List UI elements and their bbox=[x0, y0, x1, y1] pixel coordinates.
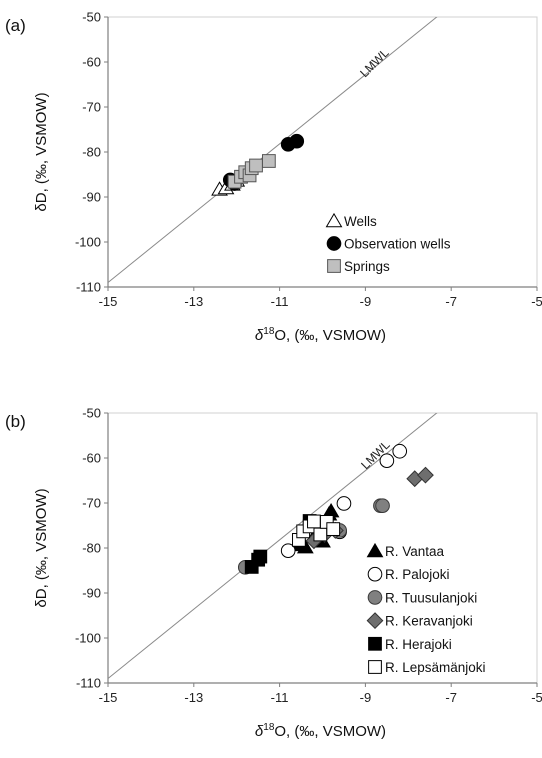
x-tick-label: -13 bbox=[184, 294, 203, 309]
y-tick-label: -110 bbox=[76, 676, 101, 691]
legend-label: R. Herajoki bbox=[385, 637, 452, 652]
legend-marker bbox=[366, 542, 384, 558]
series-springs bbox=[227, 154, 276, 189]
y-tick-label: -100 bbox=[75, 235, 101, 250]
legend-marker bbox=[326, 236, 342, 251]
y-tick-label: -70 bbox=[82, 496, 101, 511]
x-tick-label: -5 bbox=[531, 690, 542, 705]
y-tick-label: -70 bbox=[82, 100, 101, 115]
legend-marker bbox=[366, 612, 384, 630]
data-point bbox=[417, 466, 434, 484]
x-tick-label: -7 bbox=[445, 294, 457, 309]
legend-label: Springs bbox=[344, 259, 390, 274]
data-point bbox=[289, 133, 305, 149]
y-tick-label: -90 bbox=[82, 586, 101, 601]
y-tick-label: -100 bbox=[75, 631, 101, 646]
legend-label: R. Lepsämänjoki bbox=[385, 660, 486, 675]
data-point bbox=[253, 549, 268, 564]
x-axis-label-main: O, (‰, VSMOW) bbox=[274, 723, 386, 740]
data-point bbox=[261, 154, 276, 168]
x-axis-label-main: O, (‰, VSMOW) bbox=[274, 327, 386, 344]
y-tick-label: -90 bbox=[82, 190, 101, 205]
legend-marker bbox=[327, 259, 341, 273]
legend-marker bbox=[368, 660, 382, 674]
data-point bbox=[307, 514, 321, 529]
data-point bbox=[392, 443, 408, 459]
x-axis-label-prefix: δ bbox=[255, 327, 264, 344]
y-tick-label: -50 bbox=[82, 10, 101, 25]
y-tick-label: -60 bbox=[82, 55, 101, 70]
x-tick-label: -7 bbox=[445, 690, 457, 705]
y-tick-label: -80 bbox=[82, 145, 101, 160]
x-tick-label: -9 bbox=[360, 294, 372, 309]
legend-label: R. Palojoki bbox=[385, 567, 450, 582]
data-point bbox=[322, 502, 340, 518]
legend-label: Wells bbox=[344, 214, 377, 229]
lmwl-label: LMWL bbox=[357, 45, 392, 80]
x-axis-label: δ18O, (‰, VSMOW) bbox=[255, 722, 386, 740]
legend-label: R. Tuusulanjoki bbox=[385, 590, 477, 605]
y-axis-label: δD, (‰, VSMOW) bbox=[33, 488, 50, 607]
data-point bbox=[375, 498, 390, 514]
plot-area-border bbox=[107, 16, 538, 288]
legend-marker bbox=[367, 566, 383, 582]
legend: R. Vantaa R. Palojoki R. Tuusulanjoki R. Ke… bbox=[366, 542, 486, 675]
y-tick-label: -60 bbox=[82, 451, 101, 466]
data-point bbox=[326, 522, 341, 536]
y-tick-label: -80 bbox=[82, 541, 101, 556]
x-tick-label: -11 bbox=[271, 294, 289, 309]
legend-marker bbox=[325, 212, 343, 228]
legend: Wells Observation wells Springs bbox=[325, 212, 451, 274]
y-tick-label: -50 bbox=[82, 406, 101, 421]
plot-area-border bbox=[107, 412, 538, 684]
x-tick-label: -5 bbox=[531, 294, 542, 309]
x-tick-label: -11 bbox=[271, 690, 289, 705]
chart-panel-a: -50 -60 -70 -80 -90 -100 -110-15 -13 -11 -9 -7 -5 LM… bbox=[5, 10, 542, 345]
x-axis-label-sup: 18 bbox=[263, 326, 275, 337]
y-axis-label: δD, (‰, VSMOW) bbox=[33, 92, 50, 211]
x-axis-label-prefix: δ bbox=[255, 723, 264, 740]
x-axis-label-sup: 18 bbox=[263, 722, 275, 733]
chart-panel-b: -50-60-70-80-90-100-110-15 -13 -11 -9 -7 -5LM… bbox=[5, 406, 542, 741]
legend-label: Observation wells bbox=[344, 237, 451, 252]
x-tick-label: -15 bbox=[99, 690, 118, 705]
legend-marker bbox=[368, 636, 382, 651]
legend-label: R. Vantaa bbox=[385, 544, 445, 559]
data-point bbox=[336, 496, 352, 511]
lmwl-line bbox=[108, 17, 438, 283]
x-tick-label: -13 bbox=[184, 690, 203, 705]
panel-label: (a) bbox=[5, 16, 26, 35]
y-tick-label: -110 bbox=[76, 280, 101, 295]
lmwl-line bbox=[108, 413, 438, 679]
legend-label: R. Keravanjoki bbox=[385, 614, 473, 629]
data-point bbox=[249, 158, 263, 173]
x-tick-label: -15 bbox=[99, 294, 118, 309]
series-r-leps-m-njoki bbox=[292, 514, 341, 547]
legend-marker bbox=[367, 590, 383, 605]
data-point bbox=[313, 527, 328, 542]
data-point bbox=[379, 453, 395, 469]
x-tick-label: -9 bbox=[360, 690, 372, 705]
x-axis-label: δ18O, (‰, VSMOW) bbox=[255, 326, 386, 344]
panel-label: (b) bbox=[5, 412, 26, 431]
data-point bbox=[280, 543, 296, 559]
